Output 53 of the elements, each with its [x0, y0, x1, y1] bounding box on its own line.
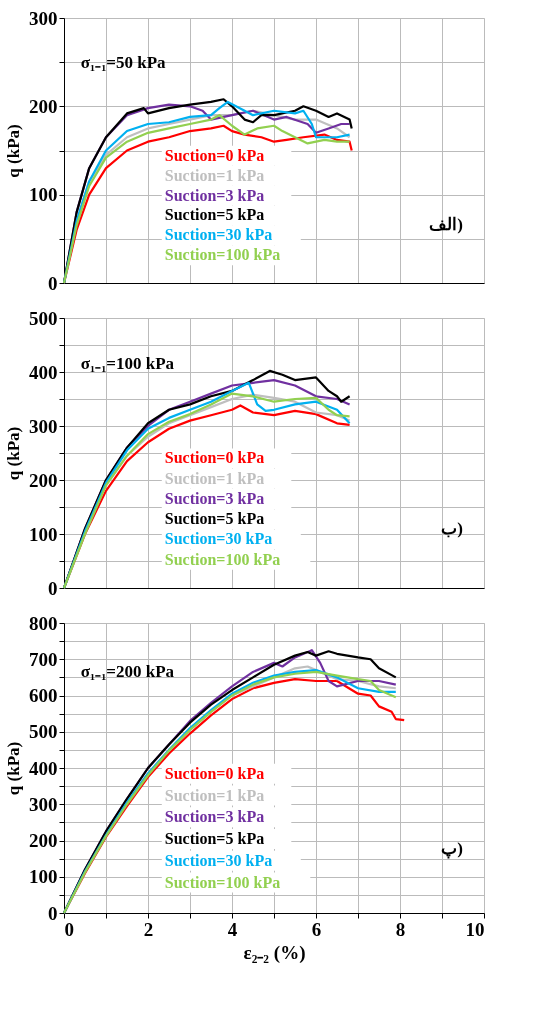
x-axis-title: ε₂₋₂ (%) — [243, 941, 306, 964]
annotation: پ) — [441, 839, 463, 860]
x-tick-label: 8 — [395, 918, 406, 940]
x-tick-label: 4 — [227, 918, 238, 940]
y-tick-label: 300 — [29, 415, 58, 437]
y-tick-label: 700 — [29, 648, 58, 670]
y-axis-title: q (kPa) — [4, 426, 23, 481]
y-tick-label: 100 — [29, 523, 58, 545]
text: Suction=100 kPa — [164, 873, 281, 891]
text: Suction=30 kPa — [164, 530, 273, 548]
text: Suction=5 kPa — [164, 510, 265, 528]
y-tick-label: 500 — [29, 721, 58, 743]
series-label: Suction=0 kPa — [164, 449, 265, 467]
annotation: σ₁₋₁=100 kPa — [80, 353, 175, 373]
series-label: Suction=0 kPa — [164, 146, 265, 164]
x-tick-label: 0 — [64, 918, 74, 940]
text: Suction=3 kPa — [164, 186, 265, 204]
annotation: ب) — [441, 518, 463, 538]
y-tick-label: 100 — [29, 866, 58, 888]
y-tick-label: 100 — [29, 184, 58, 206]
series-label: Suction=0 kPa — [164, 764, 265, 782]
text: Suction=100 kPa — [164, 246, 281, 264]
text: Suction=3 kPa — [164, 489, 265, 507]
y-tick-label: 600 — [29, 685, 58, 706]
y-axis-title: q (kPa) — [4, 124, 23, 178]
x-tick-label: 2 — [143, 918, 154, 940]
x-tick-label: 6 — [311, 918, 322, 940]
text: Suction=5 kPa — [164, 830, 265, 848]
y-tick-label: 300 — [29, 793, 58, 815]
text: Suction=30 kPa — [164, 851, 273, 869]
text: Suction=100 kPa — [164, 550, 281, 568]
y-tick-label: 400 — [29, 361, 58, 383]
text: Suction=1 kPa — [164, 166, 265, 184]
text: Suction=5 kPa — [164, 206, 265, 224]
x-tick-label: 10 — [465, 918, 485, 940]
y-tick-label: 500 — [29, 307, 58, 329]
annotation: الف) — [429, 214, 463, 234]
series-label: Suction=1 kPa — [164, 786, 265, 804]
y-tick-label: 0 — [48, 577, 58, 599]
y-tick-label: 0 — [48, 902, 58, 924]
y-tick-label: 800 — [29, 612, 58, 634]
y-axis-title: q (kPa) — [4, 741, 23, 796]
annotation: σ₁₋₁=200 kPa — [80, 662, 175, 682]
y-tick-label: 300 — [29, 7, 58, 29]
y-tick-label: 200 — [29, 95, 58, 117]
text: Suction=3 kPa — [164, 808, 265, 826]
text: Suction=1 kPa — [164, 469, 265, 487]
y-tick-label: 400 — [29, 757, 58, 779]
y-tick-label: 200 — [29, 469, 58, 491]
text: Suction=30 kPa — [164, 226, 273, 244]
annotation: σ₁₋₁=50 kPa — [80, 53, 167, 73]
y-tick-label: 200 — [29, 830, 58, 851]
y-tick-label: 0 — [48, 272, 58, 294]
